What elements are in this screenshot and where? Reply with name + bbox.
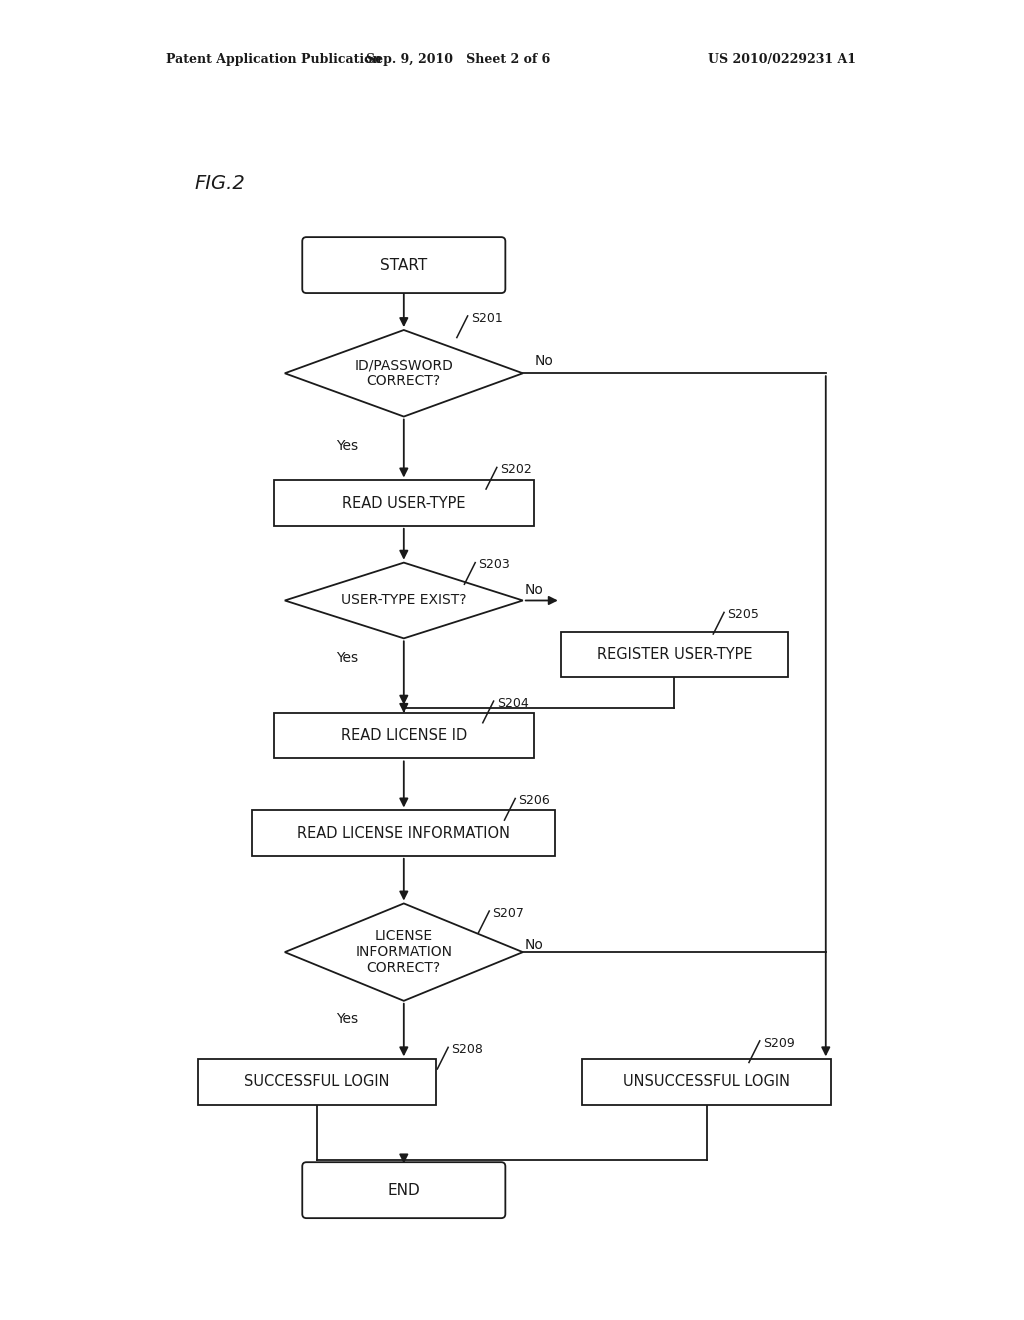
Text: No: No (524, 937, 543, 952)
Text: S209: S209 (763, 1036, 795, 1049)
Text: READ LICENSE INFORMATION: READ LICENSE INFORMATION (297, 825, 510, 841)
Text: READ LICENSE ID: READ LICENSE ID (341, 729, 467, 743)
Text: S205: S205 (727, 609, 759, 622)
Text: USER-TYPE EXIST?: USER-TYPE EXIST? (341, 594, 467, 607)
Text: FIG.2: FIG.2 (195, 174, 245, 194)
Text: Yes: Yes (337, 1012, 358, 1026)
Bar (274, 480, 534, 525)
Text: Patent Application Publication: Patent Application Publication (166, 53, 381, 66)
Text: S202: S202 (500, 463, 531, 477)
Text: US 2010/0229231 A1: US 2010/0229231 A1 (709, 53, 856, 66)
Bar (274, 713, 534, 759)
Text: SUCCESSFUL LOGIN: SUCCESSFUL LOGIN (245, 1074, 390, 1089)
Polygon shape (285, 330, 523, 417)
Text: No: No (535, 354, 554, 368)
Text: S206: S206 (518, 795, 550, 807)
Text: END: END (387, 1183, 420, 1197)
Text: S201: S201 (471, 312, 503, 325)
FancyBboxPatch shape (302, 1162, 506, 1218)
Text: READ USER-TYPE: READ USER-TYPE (342, 495, 466, 511)
Text: REGISTER USER-TYPE: REGISTER USER-TYPE (597, 647, 752, 663)
Text: S204: S204 (497, 697, 528, 710)
Text: Yes: Yes (337, 651, 358, 665)
Bar (561, 632, 787, 677)
Bar (583, 1059, 831, 1105)
Text: Yes: Yes (337, 438, 358, 453)
Polygon shape (285, 903, 523, 1001)
Text: START: START (380, 257, 427, 273)
Text: ID/PASSWORD
CORRECT?: ID/PASSWORD CORRECT? (354, 358, 454, 388)
Text: S207: S207 (493, 907, 524, 920)
Polygon shape (285, 562, 523, 639)
Bar (199, 1059, 436, 1105)
Text: UNSUCCESSFUL LOGIN: UNSUCCESSFUL LOGIN (624, 1074, 791, 1089)
Text: S208: S208 (452, 1043, 483, 1056)
FancyBboxPatch shape (302, 238, 506, 293)
Text: No: No (524, 582, 543, 597)
Text: LICENSE
INFORMATION
CORRECT?: LICENSE INFORMATION CORRECT? (355, 929, 453, 975)
Bar (252, 810, 555, 855)
Text: Sep. 9, 2010   Sheet 2 of 6: Sep. 9, 2010 Sheet 2 of 6 (366, 53, 550, 66)
Text: S203: S203 (478, 558, 510, 572)
